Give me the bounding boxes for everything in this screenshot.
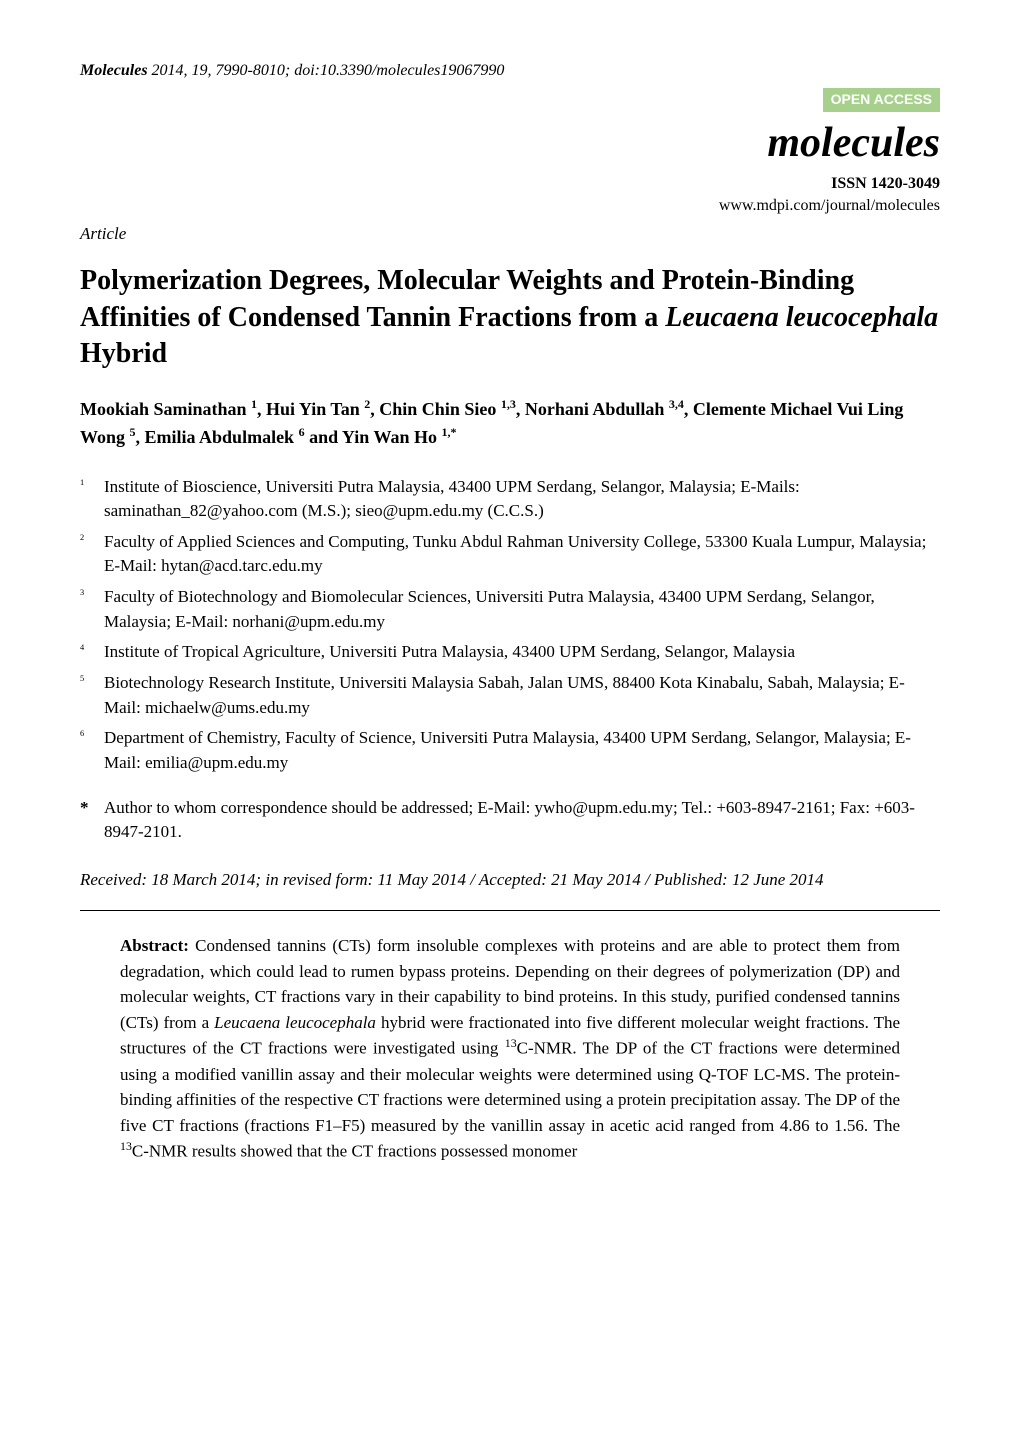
abstract-sup1: 13 [505, 1036, 517, 1050]
affil-sup: 6 [80, 729, 84, 738]
affil-sup: 1 [80, 478, 84, 487]
abstract-sup2: 13 [120, 1139, 132, 1153]
corresponding-text: Author to whom correspondence should be … [104, 796, 940, 845]
affil-num-6: 6 [80, 726, 104, 775]
citation-details: 2014, 19, 7990-8010; doi:10.3390/molecul… [148, 62, 505, 79]
author-4: , Norhani Abdullah [516, 399, 669, 419]
author-2: , Hui Yin Tan [257, 399, 364, 419]
journal-name-bold: Molecules [80, 62, 148, 79]
author-6: , Emilia Abdulmalek [136, 427, 299, 447]
affiliation-row: 4 Institute of Tropical Agriculture, Uni… [80, 640, 940, 665]
abstract-label: Abstract: [120, 936, 189, 955]
affil-num-2: 2 [80, 530, 104, 579]
affil-text-2: Faculty of Applied Sciences and Computin… [104, 530, 940, 579]
open-access-wrap: OPEN ACCESS [80, 88, 940, 112]
abstract-species: Leucaena leucocephala [214, 1013, 376, 1032]
issn: ISSN 1420-3049 [80, 173, 940, 195]
affil-sup: 3 [80, 588, 84, 597]
author-7-star: * [450, 425, 456, 439]
author-4-affil: 3,4 [669, 397, 684, 411]
affil-sup: 5 [80, 674, 84, 683]
affil-text-6: Department of Chemistry, Faculty of Scie… [104, 726, 940, 775]
affiliation-row: 6 Department of Chemistry, Faculty of Sc… [80, 726, 940, 775]
affil-text-5: Biotechnology Research Institute, Univer… [104, 671, 940, 720]
article-title: Polymerization Degrees, Molecular Weight… [80, 263, 940, 372]
author-1: Mookiah Saminathan [80, 399, 251, 419]
title-post: Hybrid [80, 338, 167, 369]
article-dates: Received: 18 March 2014; in revised form… [80, 867, 940, 893]
author-3: , Chin Chin Sieo [370, 399, 501, 419]
section-divider [80, 910, 940, 911]
author-3-affil: 1,3 [501, 397, 516, 411]
open-access-badge: OPEN ACCESS [823, 88, 940, 112]
affil-sup: 2 [80, 533, 84, 542]
affiliation-row: 5 Biotechnology Research Institute, Univ… [80, 671, 940, 720]
affiliations: 1 Institute of Bioscience, Universiti Pu… [80, 475, 940, 776]
journal-url: www.mdpi.com/journal/molecules [80, 195, 940, 217]
affil-sup: 4 [80, 643, 84, 652]
author-7: and Yin Wan Ho [305, 427, 442, 447]
affiliation-row: 2 Faculty of Applied Sciences and Comput… [80, 530, 940, 579]
citation-line: Molecules 2014, 19, 7990-8010; doi:10.33… [80, 60, 940, 82]
affiliation-row: 1 Institute of Bioscience, Universiti Pu… [80, 475, 940, 524]
affil-num-4: 4 [80, 640, 104, 665]
article-type: Article [80, 222, 940, 246]
affil-text-3: Faculty of Biotechnology and Biomolecula… [104, 585, 940, 634]
affil-num-3: 3 [80, 585, 104, 634]
title-species: Leucaena leucocephala [665, 302, 938, 333]
abstract-p4: C-NMR results showed that the CT fractio… [132, 1142, 577, 1161]
author-list: Mookiah Saminathan 1, Hui Yin Tan 2, Chi… [80, 395, 940, 451]
journal-logo: molecules [80, 114, 940, 173]
corresponding-author: * Author to whom correspondence should b… [80, 796, 940, 845]
abstract: Abstract: Condensed tannins (CTs) form i… [80, 933, 940, 1164]
affil-num-5: 5 [80, 671, 104, 720]
affil-num-1: 1 [80, 475, 104, 524]
affil-text-4: Institute of Tropical Agriculture, Unive… [104, 640, 940, 665]
affiliation-row: 3 Faculty of Biotechnology and Biomolecu… [80, 585, 940, 634]
corresponding-star: * [80, 796, 104, 845]
affil-text-1: Institute of Bioscience, Universiti Putr… [104, 475, 940, 524]
